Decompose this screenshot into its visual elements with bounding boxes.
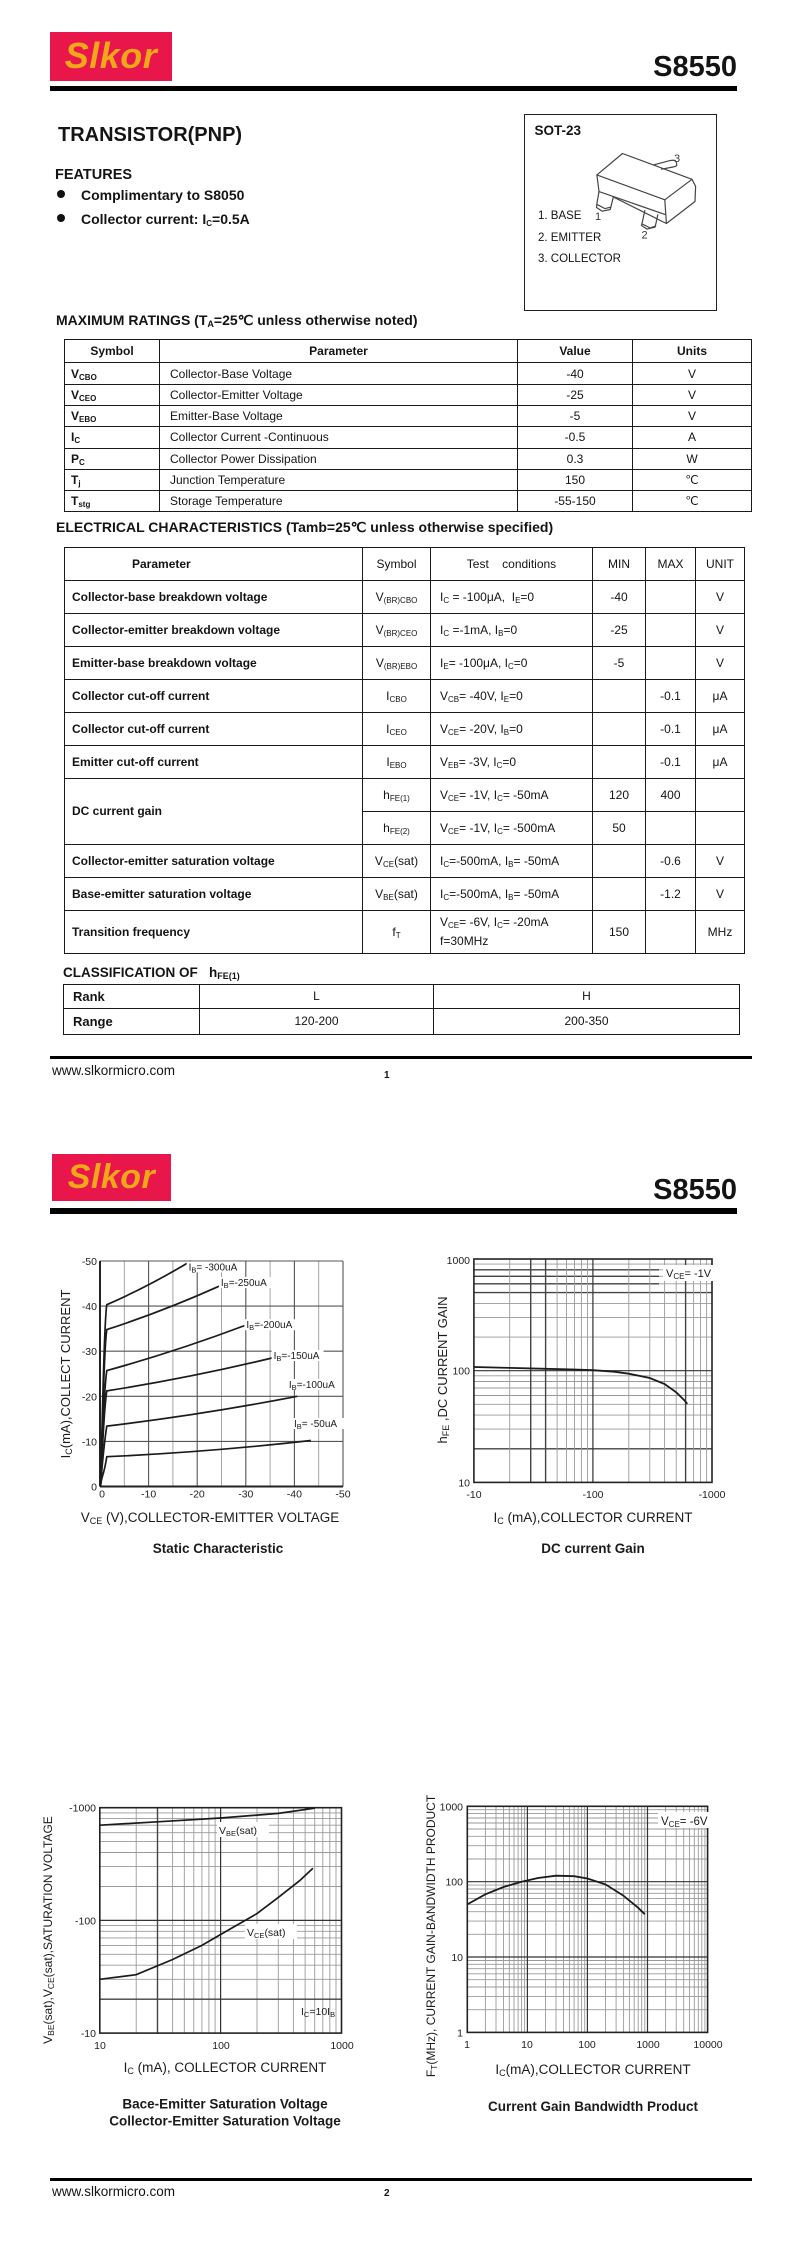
svg-text:-1000: -1000: [699, 1489, 726, 1501]
svg-text:-10: -10: [466, 1489, 481, 1501]
svg-text:IB=-150uA: IB=-150uA: [274, 1351, 320, 1363]
svg-text:0: 0: [91, 1482, 97, 1494]
svg-text:1: 1: [595, 211, 601, 223]
svg-text:IB= -300uA: IB= -300uA: [189, 1262, 238, 1274]
svg-text:-10: -10: [81, 2028, 96, 2040]
svg-text:VCE (V),COLLECTOR-EMITTER VOLT: VCE (V),COLLECTOR-EMITTER VOLTAGE: [81, 1510, 340, 1526]
svg-text:3: 3: [674, 153, 680, 165]
svg-text:100: 100: [445, 1877, 463, 1889]
svg-text:IB= -50uA: IB= -50uA: [294, 1419, 337, 1431]
svg-text:-40: -40: [82, 1301, 97, 1313]
svg-text:10: 10: [451, 1952, 463, 1964]
svg-text:IC=10IB: IC=10IB: [301, 2006, 335, 2019]
svg-text:-50: -50: [82, 1256, 97, 1268]
svg-text:-30: -30: [82, 1346, 97, 1358]
svg-text:DC current Gain: DC current Gain: [541, 1541, 645, 1556]
svg-text:2: 2: [642, 230, 648, 242]
svg-text:-10: -10: [141, 1489, 156, 1501]
svg-text:100: 100: [578, 2039, 596, 2051]
svg-text:-20: -20: [190, 1489, 205, 1501]
svg-text:Current Gain Bandwidth Product: Current Gain Bandwidth Product: [488, 2099, 699, 2114]
svg-text:1000: 1000: [447, 1255, 471, 1267]
svg-text:Bace-Emitter Saturation Voltag: Bace-Emitter Saturation Voltage: [122, 2097, 328, 2112]
svg-text:IC (mA), COLLECTOR CURRENT: IC (mA), COLLECTOR CURRENT: [124, 2060, 327, 2076]
svg-text:hFE ,DC CURRENT GAIN: hFE ,DC CURRENT GAIN: [435, 1296, 451, 1443]
svg-text:VCE(sat): VCE(sat): [247, 1927, 285, 1940]
svg-text:1000: 1000: [636, 2039, 660, 2051]
svg-text:1000: 1000: [330, 2040, 354, 2052]
svg-text:10: 10: [521, 2039, 533, 2051]
svg-text:-100: -100: [75, 1915, 96, 1927]
svg-text:VCE= -1V: VCE= -1V: [666, 1268, 712, 1281]
svg-text:100: 100: [452, 1366, 470, 1378]
svg-text:VCE= -6V: VCE= -6V: [661, 1816, 708, 1829]
svg-text:FT(MHz), CURRENT GAIN-BANDWIDT: FT(MHz), CURRENT GAIN-BANDWIDTH PRODUCT: [424, 1794, 439, 2077]
svg-text:IB=-100uA: IB=-100uA: [289, 1380, 335, 1392]
svg-text:IB=-250uA: IB=-250uA: [221, 1278, 267, 1290]
svg-text:1: 1: [457, 2027, 463, 2039]
svg-text:-30: -30: [238, 1489, 253, 1501]
svg-text:10000: 10000: [693, 2039, 722, 2051]
svg-text:-10: -10: [82, 1436, 97, 1448]
svg-text:VBE(sat),VCE(sat),SATURATION V: VBE(sat),VCE(sat),SATURATION VOLTAGE: [41, 1816, 56, 2044]
svg-text:-1000: -1000: [69, 1803, 96, 1815]
svg-text:1: 1: [464, 2039, 470, 2051]
svg-text:VBE(sat): VBE(sat): [219, 1825, 257, 1838]
svg-text:-40: -40: [287, 1489, 302, 1501]
svg-text:IC (mA),COLLECTOR CURRENT: IC (mA),COLLECTOR CURRENT: [493, 1510, 692, 1526]
svg-text:1000: 1000: [440, 1801, 464, 1813]
svg-text:IB=-200uA: IB=-200uA: [246, 1320, 292, 1332]
svg-text:-100: -100: [582, 1489, 603, 1501]
svg-text:IC(mA),COLLECT CURRENT: IC(mA),COLLECT CURRENT: [58, 1290, 74, 1459]
svg-text:Collector-Emitter Saturation V: Collector-Emitter Saturation Voltage: [109, 2114, 341, 2129]
svg-text:10: 10: [94, 2040, 106, 2052]
svg-text:10: 10: [458, 1477, 470, 1489]
svg-text:IC(mA),COLLECTOR CURRENT: IC(mA),COLLECTOR CURRENT: [495, 2062, 690, 2078]
svg-text:100: 100: [212, 2040, 230, 2052]
svg-text:-20: -20: [82, 1391, 97, 1403]
svg-text:0: 0: [99, 1489, 105, 1501]
svg-text:Static Characteristic: Static Characteristic: [153, 1541, 284, 1556]
svg-text:-50: -50: [335, 1489, 350, 1501]
